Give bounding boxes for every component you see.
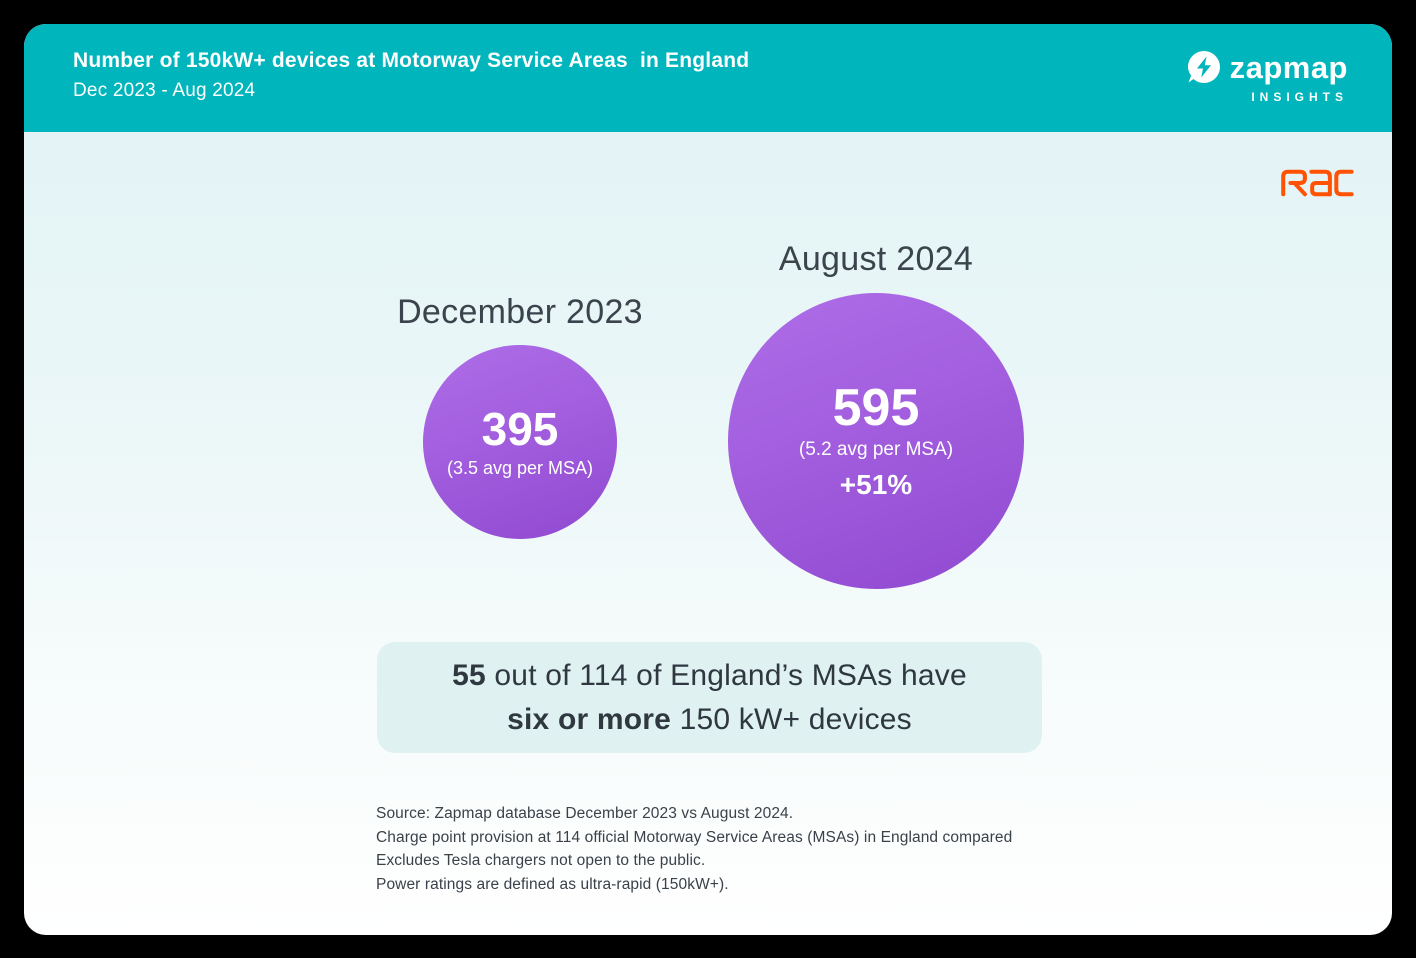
zapmap-logo: zapmap INSIGHTS [1187,50,1348,104]
infographic-card: Number of 150kW+ devices at Motorway Ser… [24,24,1392,935]
august-avg: (5.2 avg per MSA) [798,439,954,461]
callout-line-2: six or more 150 kW+ devices [507,698,912,742]
page-title: Number of 150kW+ devices at Motorway Ser… [73,49,750,72]
header-bar: Number of 150kW+ devices at Motorway Ser… [24,24,1392,132]
brand-name: zapmap [1229,49,1348,85]
august-percent-change: +51% [839,469,913,501]
zapmap-logo-row: zapmap [1187,50,1348,84]
callout-line-1-bold: 55 [452,658,486,692]
callout-line-1: 55 out of 114 of England’s MSAs have [452,654,967,698]
zap-pin-icon [1187,50,1221,84]
december-bubble: 395 (3.5 avg per MSA) [423,345,617,539]
source-line: Charge point provision at 114 official M… [376,828,1013,846]
august-bubble: 595 (5.2 avg per MSA) +51% [728,293,1024,589]
source-line: Power ratings are defined as ultra-rapid… [376,875,729,893]
rac-logo [1280,164,1354,202]
source-line: Source: Zapmap database December 2023 vs… [376,805,794,822]
source-notes: Source: Zapmap database December 2023 vs… [376,802,1012,896]
callout-line-2-rest: 150 kW+ devices [671,702,912,736]
december-label: December 2023 [397,293,643,331]
august-label: August 2024 [778,240,974,278]
callout-line-1-rest: out of 114 of England’s MSAs have [485,658,967,692]
source-line: Excludes Tesla chargers not open to the … [376,852,706,869]
brand-tagline: INSIGHTS [1251,90,1348,104]
header-titles: Number of 150kW+ devices at Motorway Ser… [73,49,749,102]
callout-line-2-bold: six or more [507,702,672,736]
callout-box: 55 out of 114 of England’s MSAs have six… [377,642,1042,753]
page-subtitle: Dec 2023 - Aug 2024 [73,80,256,101]
december-value: 395 [481,403,559,456]
december-avg: (3.5 avg per MSA) [446,457,594,478]
august-value: 595 [832,378,920,437]
